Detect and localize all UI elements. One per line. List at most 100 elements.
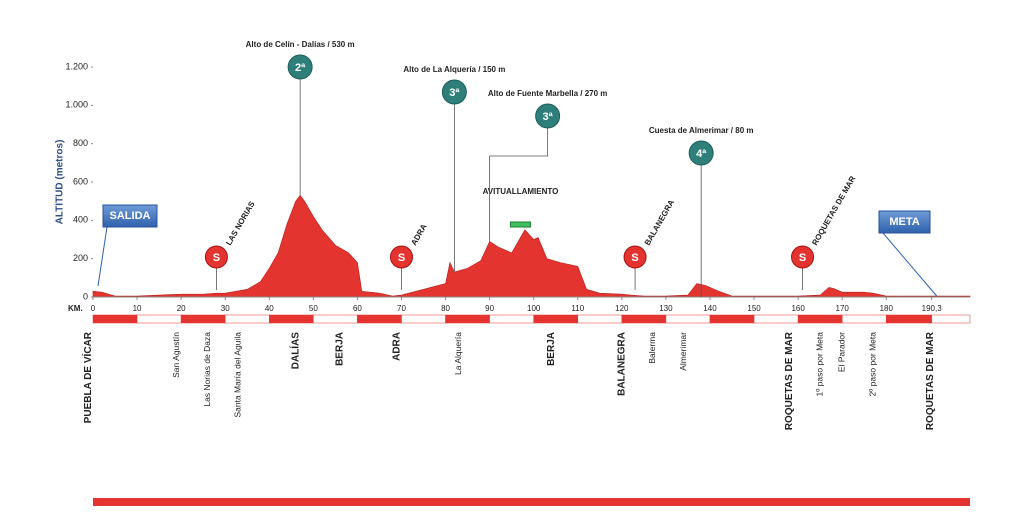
x-tick-label: 110: [571, 304, 584, 313]
sprint-symbol: S: [398, 252, 405, 264]
sprint-marker: [204, 245, 228, 269]
place-name: BALANEGRA: [616, 332, 627, 396]
x-tick-label: 190,3: [922, 304, 943, 313]
km-stripe: [665, 314, 711, 324]
feed-zone-label: AVITUALLAMIENTO: [483, 187, 559, 196]
climb-category: 4ª: [696, 148, 707, 160]
sprint-name: BALANEGRA: [643, 198, 676, 247]
climb-marker: [287, 54, 313, 80]
km-stripe: [445, 314, 490, 324]
place-name: 2º paso por Meta: [867, 332, 877, 397]
km-stripe: [841, 314, 887, 324]
sprint-symbol: S: [799, 252, 806, 264]
place-name: ADRA: [392, 332, 403, 361]
km-stripe: [401, 314, 446, 324]
x-tick-label: 170: [836, 304, 850, 313]
place-name: El Parador: [836, 332, 846, 372]
km-stripe: [180, 314, 226, 324]
bottom-bar: [93, 498, 970, 506]
x-tick-label: 30: [221, 304, 230, 313]
climb-category: 2ª: [295, 62, 306, 74]
climb-name: Alto de Celín - Dalías / 530 m: [246, 40, 355, 49]
x-tick-label: 0: [91, 304, 96, 313]
y-tick-label: 400: [73, 215, 88, 225]
km-stripe: [136, 314, 182, 324]
y-tick-label: 1.200: [65, 61, 88, 71]
place-name: ROQUETAS DE MAR: [925, 331, 936, 430]
y-axis-label: ALTITUD (metros): [55, 140, 66, 225]
sprint-name: ROQUETAS DE MAR: [810, 174, 857, 247]
feed-zone-marker: [509, 221, 531, 228]
km-stripe: [577, 314, 623, 324]
place-name: Las Norias de Daza: [202, 332, 212, 407]
pointer: [97, 226, 108, 287]
x-tick-label: 120: [615, 304, 629, 313]
sprint-marker: [389, 245, 413, 269]
place-name: Almerimar: [678, 332, 688, 371]
y-tick-label: 0: [83, 291, 88, 301]
sprint-symbol: S: [213, 252, 220, 264]
place-name: Balerma: [647, 332, 657, 364]
x-tick-label: 60: [353, 304, 362, 313]
x-tick-label: 40: [265, 304, 274, 313]
x-tick-label: 90: [485, 304, 494, 313]
place-name: ROQUETAS DE MAR: [784, 331, 795, 430]
km-stripe: [224, 314, 270, 324]
km-stripe: [489, 314, 534, 324]
place-name: BERJA: [546, 332, 557, 366]
finish-box: [878, 210, 931, 234]
start-box: [102, 204, 158, 228]
km-stripe: [621, 314, 667, 324]
y-tick-label: 800: [73, 138, 88, 148]
sprint-marker: [623, 245, 647, 269]
km-stripe: [92, 314, 138, 324]
place-name: BERJA: [334, 332, 345, 366]
x-axis-label: KM.: [68, 304, 83, 313]
x-tick-label: 160: [791, 304, 805, 313]
climb-category: 3ª: [543, 111, 554, 123]
climb-marker: [441, 79, 467, 105]
climb-marker: [535, 103, 561, 129]
climb-name: Cuesta de Almerimar / 80 m: [649, 126, 754, 135]
y-tick-label: 200: [73, 253, 88, 263]
climb-name: Alto de La Alquería / 150 m: [403, 65, 505, 74]
x-tick-label: 20: [177, 304, 186, 313]
place-name: San Agustín: [171, 332, 181, 378]
x-tick-label: 130: [659, 304, 673, 313]
pointer: [882, 232, 938, 297]
x-tick-label: 10: [133, 304, 142, 313]
elevation-area: [92, 194, 971, 298]
km-stripe: [886, 314, 932, 324]
place-name: La Alquería: [453, 332, 463, 375]
x-tick-label: 70: [397, 304, 406, 313]
climb-name: Alto de Fuente Marbella / 270 m: [488, 89, 608, 98]
km-stripe: [269, 314, 314, 324]
x-tick-label: 180: [880, 304, 894, 313]
place-name: DALÍAS: [288, 332, 301, 370]
sprint-marker: [791, 245, 815, 269]
y-tick-label: 600: [73, 176, 88, 186]
km-stripe: [797, 314, 843, 324]
km-stripe: [533, 314, 579, 324]
climb-marker: [688, 140, 714, 166]
sprint-name: LAS NORIAS: [224, 199, 257, 247]
climb-pole: [489, 128, 549, 242]
climb-category: 3ª: [449, 87, 460, 99]
km-stripe: [357, 314, 402, 324]
place-name: Santa María del Aguila: [233, 332, 243, 418]
km-stripe: [753, 314, 799, 324]
x-tick-label: 80: [441, 304, 450, 313]
place-name: 1º paso por Meta: [814, 332, 824, 397]
sprint-name: ADRA: [409, 222, 428, 247]
y-tick-label: 1.000: [65, 100, 88, 110]
km-stripe: [313, 314, 358, 324]
x-tick-label: 100: [527, 304, 541, 313]
km-stripe: [931, 314, 971, 324]
place-name: PUEBLA DE VÍCAR: [81, 331, 94, 423]
x-tick-label: 140: [703, 304, 717, 313]
sprint-symbol: S: [631, 252, 638, 264]
x-tick-label: 150: [747, 304, 761, 313]
finish-label: META: [889, 216, 919, 228]
km-stripe: [709, 314, 755, 324]
